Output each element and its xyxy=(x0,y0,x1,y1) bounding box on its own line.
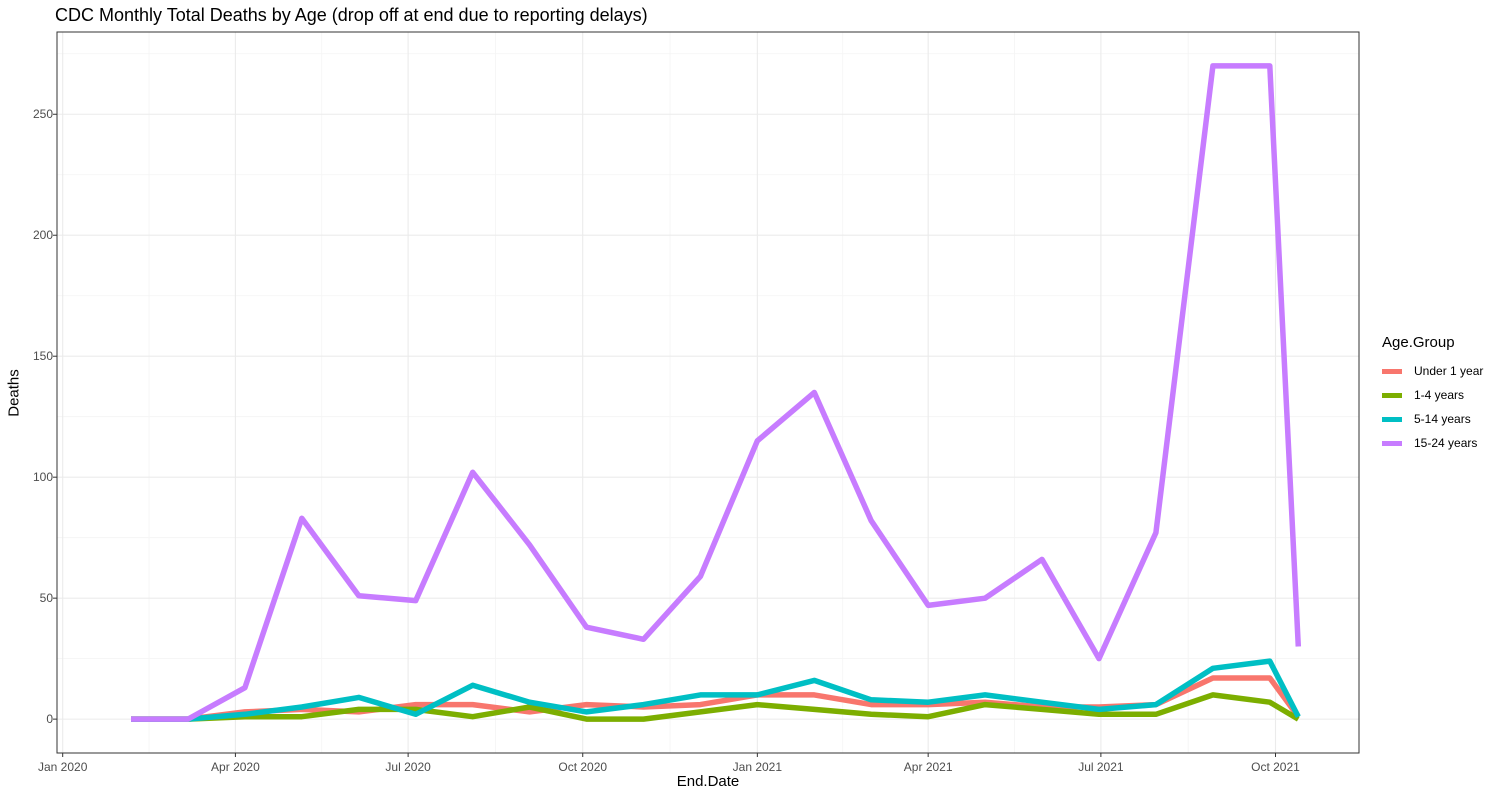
y-tick-label: 150 xyxy=(32,349,53,364)
y-tick-label: 250 xyxy=(32,107,53,122)
legend-key xyxy=(1382,416,1402,422)
x-tick-label: Jan 2020 xyxy=(37,760,88,774)
axis-ticks xyxy=(53,113,1276,757)
x-tick-label: Oct 2021 xyxy=(1251,760,1300,774)
panel-border xyxy=(56,31,1360,754)
series-line-5-14-years xyxy=(131,658,1301,722)
x-axis-title: End.Date xyxy=(676,773,740,790)
x-tick-label: Jul 2021 xyxy=(1078,760,1124,774)
y-axis-title: Deaths xyxy=(5,369,23,417)
x-tick-label: Jan 2021 xyxy=(732,760,783,774)
series-lines xyxy=(131,63,1302,722)
legend-item: Under 1 year xyxy=(1382,359,1483,383)
legend-title: Age.Group xyxy=(1382,334,1455,351)
series-line-15-24-years xyxy=(131,63,1302,722)
minor-gridlines xyxy=(57,32,1359,753)
x-tick-label: Oct 2020 xyxy=(558,760,608,774)
series-line-1-4-years xyxy=(131,692,1300,722)
legend-key xyxy=(1382,368,1402,374)
legend-label: 1-4 years xyxy=(1414,388,1465,402)
legend-label: 15-24 years xyxy=(1414,436,1478,450)
legend-label: Under 1 year xyxy=(1414,364,1484,378)
x-tick-label: Apr 2020 xyxy=(211,760,260,774)
panel-background xyxy=(57,32,1359,753)
x-tick-label: Jul 2020 xyxy=(385,760,431,774)
x-tick-label: Apr 2021 xyxy=(903,760,953,774)
legend-item: 1-4 years xyxy=(1382,383,1483,407)
legend-item: 5-14 years xyxy=(1382,407,1483,431)
legend: Age.Group Under 1 year 1-4 years 5-14 year… xyxy=(1382,334,1483,455)
legend-item: 15-24 years xyxy=(1382,431,1483,455)
y-tick-label: 200 xyxy=(32,228,53,243)
legend-label: 5-14 years xyxy=(1414,412,1471,426)
chart-title: CDC Monthly Total Deaths by Age (drop of… xyxy=(55,5,648,25)
y-tick-label: 50 xyxy=(39,591,53,606)
y-tick-label: 100 xyxy=(32,470,53,485)
y-tick-label: 0 xyxy=(46,712,53,727)
legend-key xyxy=(1382,440,1402,446)
legend-key xyxy=(1382,392,1402,398)
